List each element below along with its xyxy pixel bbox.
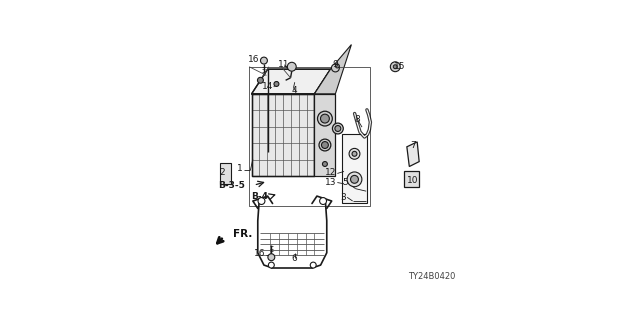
Circle shape: [321, 141, 328, 148]
Polygon shape: [314, 94, 335, 176]
Circle shape: [319, 139, 331, 151]
Circle shape: [310, 262, 316, 268]
Circle shape: [394, 65, 397, 69]
Polygon shape: [407, 142, 419, 166]
Polygon shape: [252, 69, 330, 94]
Circle shape: [268, 262, 275, 268]
Text: 8: 8: [355, 115, 360, 124]
Polygon shape: [252, 94, 314, 176]
Circle shape: [335, 64, 339, 68]
Text: 6: 6: [292, 254, 298, 263]
Circle shape: [274, 82, 279, 86]
Circle shape: [332, 123, 343, 134]
Text: 14: 14: [262, 82, 273, 91]
Circle shape: [258, 197, 265, 204]
Text: B-3-5: B-3-5: [218, 180, 245, 189]
Text: 7: 7: [410, 141, 416, 150]
Text: 4: 4: [292, 86, 298, 95]
Text: 5: 5: [342, 178, 348, 187]
Text: 16: 16: [255, 250, 266, 259]
Circle shape: [287, 62, 296, 71]
Circle shape: [347, 172, 362, 187]
Circle shape: [260, 57, 268, 64]
Circle shape: [352, 151, 357, 156]
Text: 13: 13: [325, 178, 337, 187]
Circle shape: [323, 162, 328, 166]
Text: TY24B0420: TY24B0420: [408, 272, 455, 281]
Circle shape: [321, 114, 330, 123]
Polygon shape: [342, 134, 367, 204]
Text: 9: 9: [333, 60, 339, 69]
Circle shape: [317, 111, 332, 126]
Circle shape: [257, 77, 264, 83]
Text: 10: 10: [407, 176, 419, 185]
Text: 2: 2: [220, 168, 225, 177]
Text: FR.: FR.: [233, 229, 252, 239]
Text: 11: 11: [278, 60, 289, 69]
Circle shape: [335, 125, 341, 132]
Text: 3: 3: [340, 193, 346, 202]
Circle shape: [390, 62, 400, 72]
Text: 16: 16: [248, 55, 259, 64]
Circle shape: [332, 64, 339, 72]
Circle shape: [268, 254, 275, 261]
Text: 1: 1: [237, 164, 243, 173]
Text: 15: 15: [394, 62, 405, 71]
Polygon shape: [314, 44, 351, 94]
Polygon shape: [404, 172, 419, 188]
Circle shape: [349, 148, 360, 159]
Text: B-4: B-4: [251, 192, 268, 201]
Polygon shape: [220, 163, 232, 184]
Circle shape: [351, 175, 358, 183]
Circle shape: [319, 197, 326, 204]
Text: 12: 12: [325, 168, 337, 177]
